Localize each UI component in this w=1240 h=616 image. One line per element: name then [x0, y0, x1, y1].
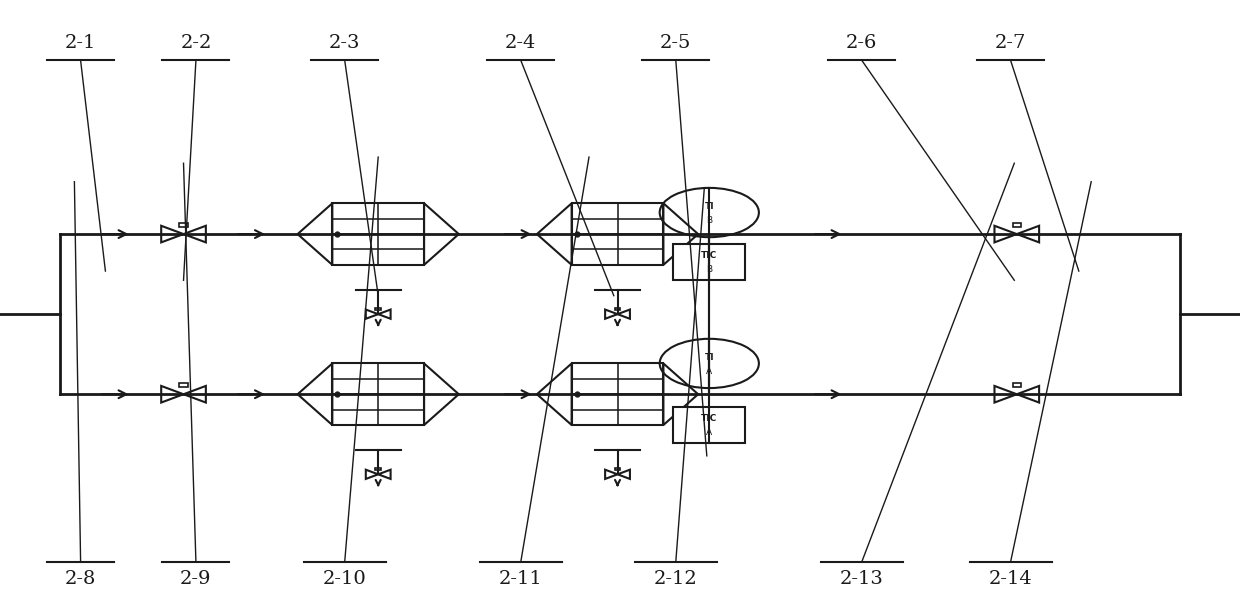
Bar: [332, 203, 424, 265]
Text: 2-2: 2-2: [180, 34, 212, 52]
Bar: [615, 308, 620, 310]
Text: 2-10: 2-10: [322, 570, 367, 588]
Text: A: A: [707, 367, 712, 376]
Text: 2-14: 2-14: [988, 570, 1033, 588]
Bar: [180, 223, 187, 227]
Text: 2-12: 2-12: [653, 570, 698, 588]
Text: 2-6: 2-6: [846, 34, 878, 52]
Text: TIC: TIC: [701, 415, 718, 423]
Text: B: B: [707, 216, 712, 225]
Bar: [180, 383, 187, 387]
Text: 2-5: 2-5: [660, 34, 692, 52]
Bar: [376, 468, 381, 471]
Bar: [1013, 223, 1021, 227]
Text: 2-3: 2-3: [329, 34, 361, 52]
Text: 2-8: 2-8: [64, 570, 97, 588]
Bar: [332, 363, 424, 425]
Text: 2-13: 2-13: [839, 570, 884, 588]
Bar: [572, 363, 663, 425]
Text: A: A: [707, 428, 712, 437]
Bar: [673, 407, 745, 443]
Bar: [615, 468, 620, 471]
Bar: [376, 308, 381, 310]
Text: 2-4: 2-4: [505, 34, 537, 52]
Text: TI: TI: [704, 202, 714, 211]
Text: B: B: [707, 265, 712, 274]
Text: 2-11: 2-11: [498, 570, 543, 588]
Text: TIC: TIC: [701, 251, 718, 260]
Text: 2-1: 2-1: [64, 34, 97, 52]
Text: TI: TI: [704, 353, 714, 362]
Bar: [673, 244, 745, 280]
Text: 2-9: 2-9: [180, 570, 212, 588]
Bar: [572, 203, 663, 265]
Bar: [1013, 383, 1021, 387]
Text: 2-7: 2-7: [994, 34, 1027, 52]
